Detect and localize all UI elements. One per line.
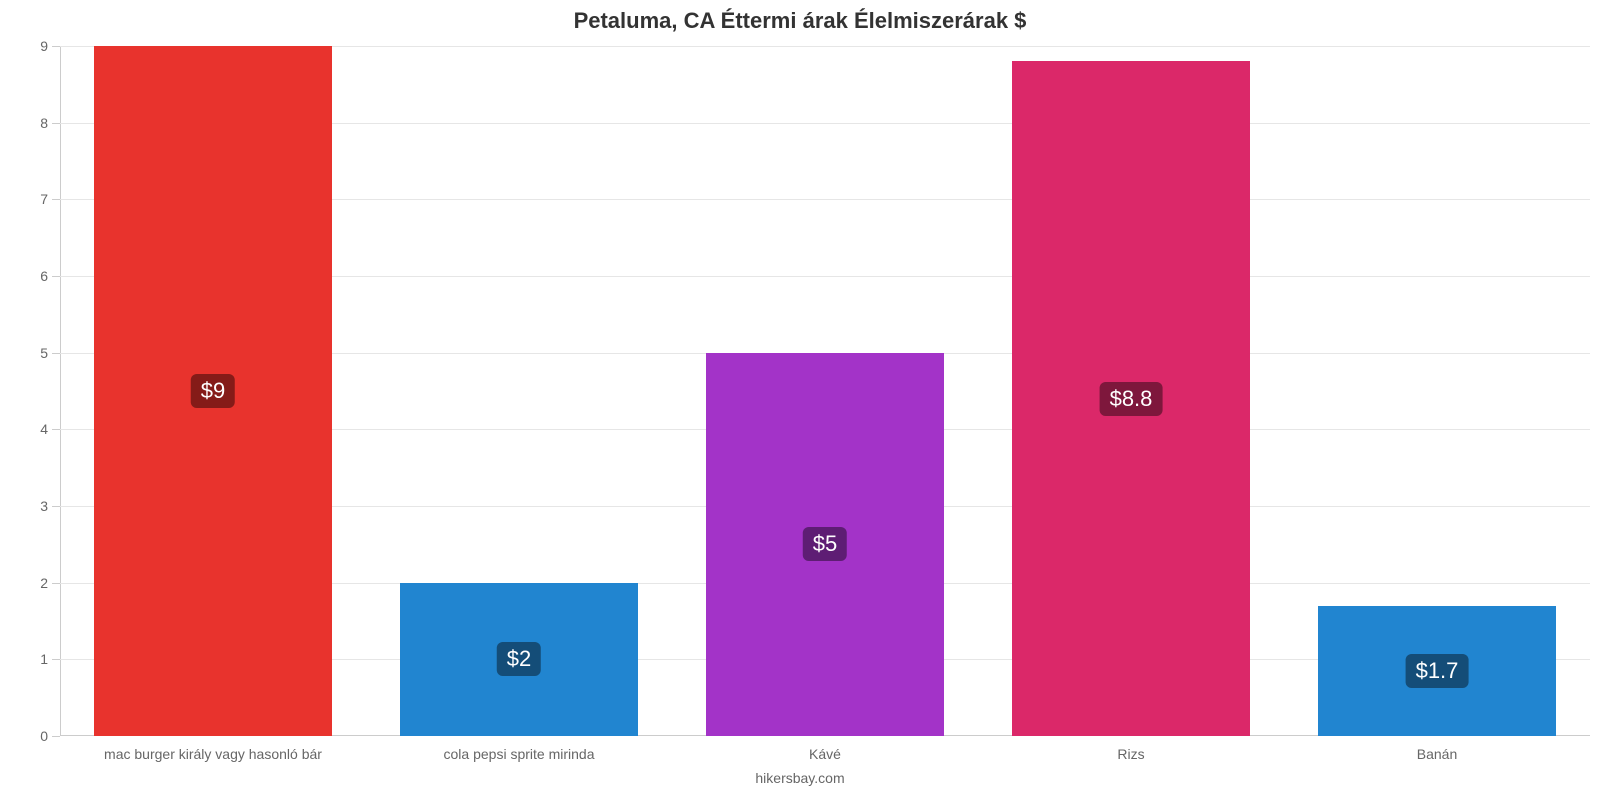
x-tick-label: Banán bbox=[1417, 746, 1457, 762]
footer-credit: hikersbay.com bbox=[0, 770, 1600, 786]
plot-area: 0123456789$9mac burger király vagy hason… bbox=[60, 46, 1590, 736]
y-tick-label: 4 bbox=[16, 421, 48, 437]
y-tick bbox=[52, 429, 60, 430]
y-tick bbox=[52, 659, 60, 660]
y-tick bbox=[52, 46, 60, 47]
y-tick bbox=[52, 583, 60, 584]
bar-value-badge: $1.7 bbox=[1406, 654, 1469, 688]
y-tick bbox=[52, 199, 60, 200]
y-tick-label: 1 bbox=[16, 651, 48, 667]
bar-value-badge: $5 bbox=[803, 527, 847, 561]
chart-title: Petaluma, CA Éttermi árak Élelmiszerárak… bbox=[0, 8, 1600, 34]
x-tick-label: Rizs bbox=[1117, 746, 1144, 762]
x-tick-label: cola pepsi sprite mirinda bbox=[444, 746, 595, 762]
y-tick bbox=[52, 353, 60, 354]
bar-value-badge: $9 bbox=[191, 374, 235, 408]
y-tick-label: 5 bbox=[16, 345, 48, 361]
chart-container: Petaluma, CA Éttermi árak Élelmiszerárak… bbox=[0, 0, 1600, 800]
y-tick bbox=[52, 736, 60, 737]
y-tick bbox=[52, 506, 60, 507]
y-tick-label: 2 bbox=[16, 575, 48, 591]
y-tick-label: 0 bbox=[16, 728, 48, 744]
y-tick bbox=[52, 276, 60, 277]
y-tick bbox=[52, 123, 60, 124]
y-tick-label: 3 bbox=[16, 498, 48, 514]
y-axis-line bbox=[60, 46, 61, 736]
bar-value-badge: $2 bbox=[497, 642, 541, 676]
y-tick-label: 8 bbox=[16, 115, 48, 131]
bar-value-badge: $8.8 bbox=[1100, 382, 1163, 416]
y-tick-label: 6 bbox=[16, 268, 48, 284]
x-tick-label: Kávé bbox=[809, 746, 841, 762]
x-tick-label: mac burger király vagy hasonló bár bbox=[104, 746, 322, 762]
y-tick-label: 9 bbox=[16, 38, 48, 54]
y-tick-label: 7 bbox=[16, 191, 48, 207]
